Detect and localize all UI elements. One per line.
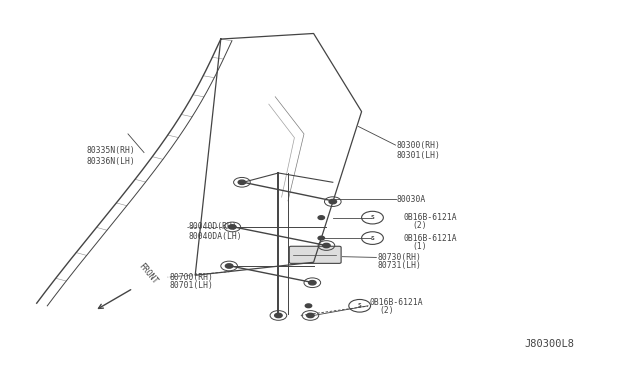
Text: 80700(RH): 80700(RH) [170, 273, 214, 282]
Text: 0B16B-6121A: 0B16B-6121A [370, 298, 424, 307]
Text: 80336N(LH): 80336N(LH) [86, 157, 135, 166]
Circle shape [307, 313, 314, 318]
Text: S: S [371, 215, 374, 220]
Circle shape [323, 243, 330, 248]
Text: (2): (2) [413, 221, 428, 230]
Text: 80730(RH): 80730(RH) [378, 253, 422, 262]
Circle shape [275, 313, 282, 318]
FancyBboxPatch shape [289, 246, 341, 263]
Text: 0B16B-6121A: 0B16B-6121A [403, 234, 457, 243]
Text: 80301(LH): 80301(LH) [397, 151, 441, 160]
Circle shape [308, 280, 316, 285]
Text: 80300(RH): 80300(RH) [397, 141, 441, 150]
Circle shape [318, 216, 324, 219]
Text: (2): (2) [380, 306, 394, 315]
Text: 0B16B-6121A: 0B16B-6121A [403, 213, 457, 222]
Circle shape [329, 199, 337, 204]
Text: 80731(LH): 80731(LH) [378, 262, 422, 270]
Circle shape [228, 225, 236, 229]
Text: J80300L8: J80300L8 [525, 339, 575, 349]
Text: FRONT: FRONT [136, 262, 159, 286]
Text: (1): (1) [413, 242, 428, 251]
Text: 80701(LH): 80701(LH) [170, 281, 214, 290]
Text: 80040DA(LH): 80040DA(LH) [189, 232, 243, 241]
Circle shape [305, 304, 312, 308]
Circle shape [225, 264, 233, 268]
Circle shape [318, 236, 324, 240]
Text: 80040D(RH): 80040D(RH) [189, 222, 237, 231]
Text: S: S [371, 235, 374, 241]
Text: 80030A: 80030A [397, 195, 426, 203]
Text: S: S [358, 303, 362, 308]
Circle shape [238, 180, 246, 185]
Text: 80335N(RH): 80335N(RH) [86, 146, 135, 155]
